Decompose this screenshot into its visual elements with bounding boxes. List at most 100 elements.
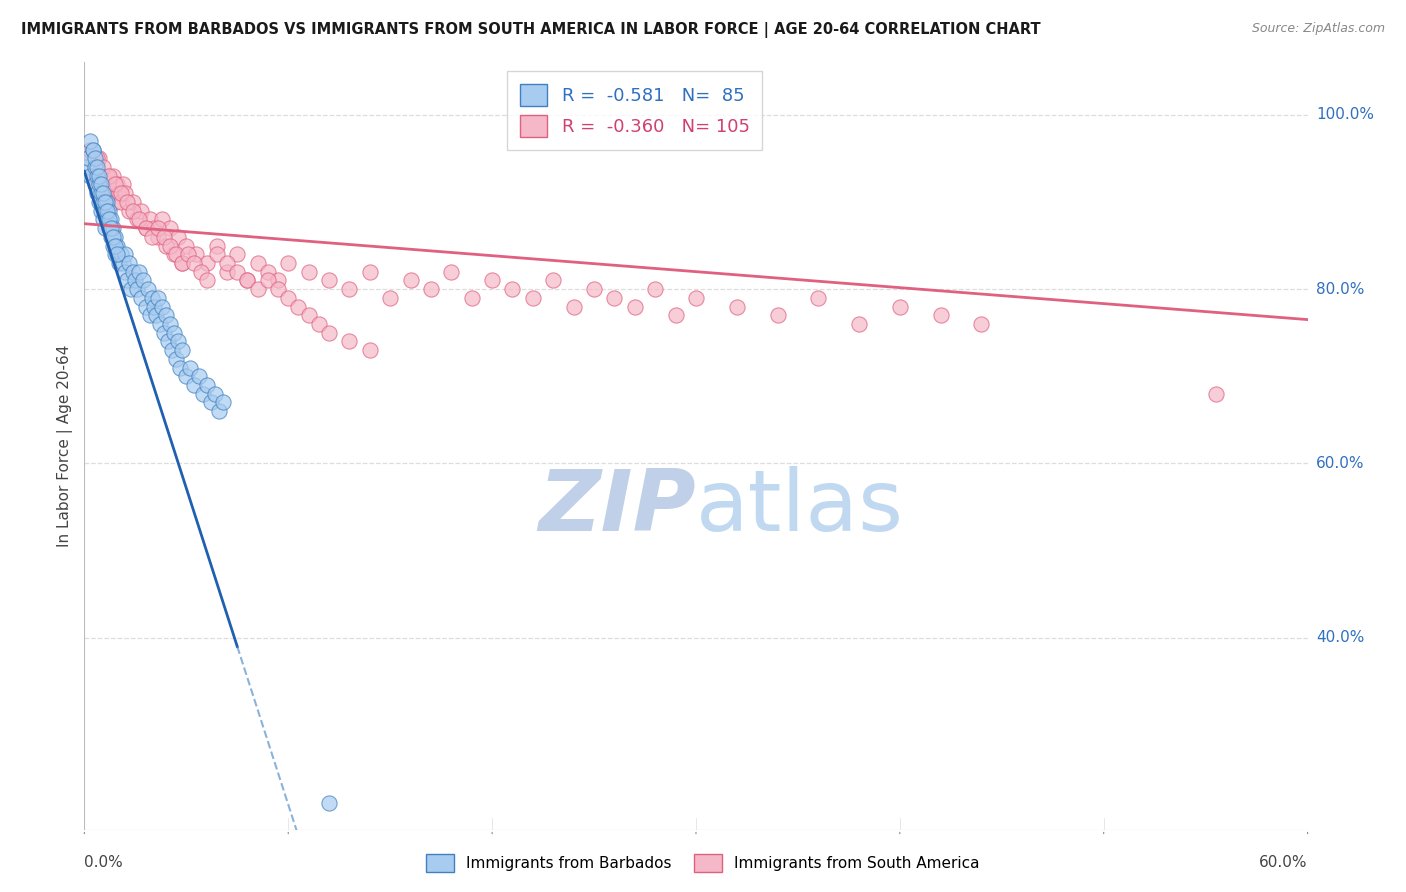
Point: [440, 265, 463, 279]
Point: [212, 395, 235, 409]
Point: [83, 160, 105, 174]
Point: [128, 265, 150, 279]
Point: [86, 186, 108, 201]
Point: [90, 186, 112, 201]
Point: [1205, 386, 1227, 401]
Point: [100, 221, 122, 235]
Point: [399, 273, 422, 287]
Point: [82, 143, 104, 157]
Point: [318, 273, 340, 287]
Point: [195, 378, 218, 392]
Point: [187, 369, 209, 384]
Point: [807, 291, 830, 305]
Point: [186, 247, 208, 261]
Point: [82, 143, 104, 157]
Point: [96, 169, 118, 183]
Point: [127, 212, 149, 227]
Point: [929, 308, 952, 322]
Point: [100, 186, 122, 201]
Point: [114, 265, 136, 279]
Point: [122, 194, 145, 209]
Point: [110, 247, 132, 261]
Point: [146, 229, 169, 244]
Point: [91, 194, 114, 209]
Point: [135, 221, 157, 235]
Point: [118, 203, 141, 218]
Point: [91, 160, 114, 174]
Point: [183, 256, 205, 270]
Point: [101, 229, 124, 244]
Point: [96, 203, 118, 218]
Point: [195, 256, 218, 270]
Point: [766, 308, 789, 322]
Point: [132, 273, 155, 287]
Point: [77, 152, 100, 166]
Point: [77, 152, 100, 166]
Point: [86, 160, 108, 174]
Point: [97, 221, 120, 235]
Text: 100.0%: 100.0%: [1316, 107, 1374, 122]
Point: [848, 317, 870, 331]
Point: [87, 178, 110, 192]
Point: [257, 265, 280, 279]
Point: [174, 238, 197, 252]
Point: [246, 256, 269, 270]
Point: [86, 178, 108, 192]
Text: ZIP: ZIP: [538, 466, 696, 549]
Point: [725, 300, 748, 314]
Point: [97, 178, 120, 192]
Point: [104, 229, 127, 244]
Point: [79, 169, 101, 183]
Point: [159, 221, 181, 235]
Point: [112, 178, 135, 192]
Legend: Immigrants from Barbados, Immigrants from South America: Immigrants from Barbados, Immigrants fro…: [419, 846, 987, 880]
Point: [141, 291, 163, 305]
Point: [583, 282, 606, 296]
Point: [153, 229, 176, 244]
Point: [420, 282, 443, 296]
Point: [75, 160, 97, 174]
Point: [93, 203, 115, 218]
Point: [644, 282, 666, 296]
Point: [135, 221, 157, 235]
Point: [127, 282, 149, 296]
Point: [204, 386, 226, 401]
Point: [277, 291, 299, 305]
Point: [318, 326, 340, 340]
Point: [226, 247, 249, 261]
Point: [562, 300, 585, 314]
Point: [118, 256, 141, 270]
Point: [83, 160, 105, 174]
Point: [105, 178, 128, 192]
Text: atlas: atlas: [696, 466, 904, 549]
Point: [79, 143, 101, 157]
Point: [359, 265, 381, 279]
Point: [267, 282, 290, 296]
Point: [108, 256, 131, 270]
Point: [93, 194, 115, 209]
Point: [624, 300, 647, 314]
Point: [522, 291, 544, 305]
Point: [167, 229, 190, 244]
Point: [502, 282, 524, 296]
Point: [110, 194, 132, 209]
Point: [146, 291, 169, 305]
Point: [339, 334, 361, 349]
Point: [150, 300, 173, 314]
Point: [97, 203, 120, 218]
Point: [174, 369, 197, 384]
Point: [298, 308, 321, 322]
Point: [889, 300, 911, 314]
Point: [183, 378, 205, 392]
Point: [318, 797, 340, 811]
Point: [101, 238, 124, 252]
Point: [122, 203, 145, 218]
Point: [96, 194, 118, 209]
Text: Source: ZipAtlas.com: Source: ZipAtlas.com: [1251, 22, 1385, 36]
Point: [131, 203, 153, 218]
Point: [163, 326, 186, 340]
Point: [97, 212, 120, 227]
Point: [179, 360, 201, 375]
Point: [167, 334, 190, 349]
Point: [93, 186, 115, 201]
